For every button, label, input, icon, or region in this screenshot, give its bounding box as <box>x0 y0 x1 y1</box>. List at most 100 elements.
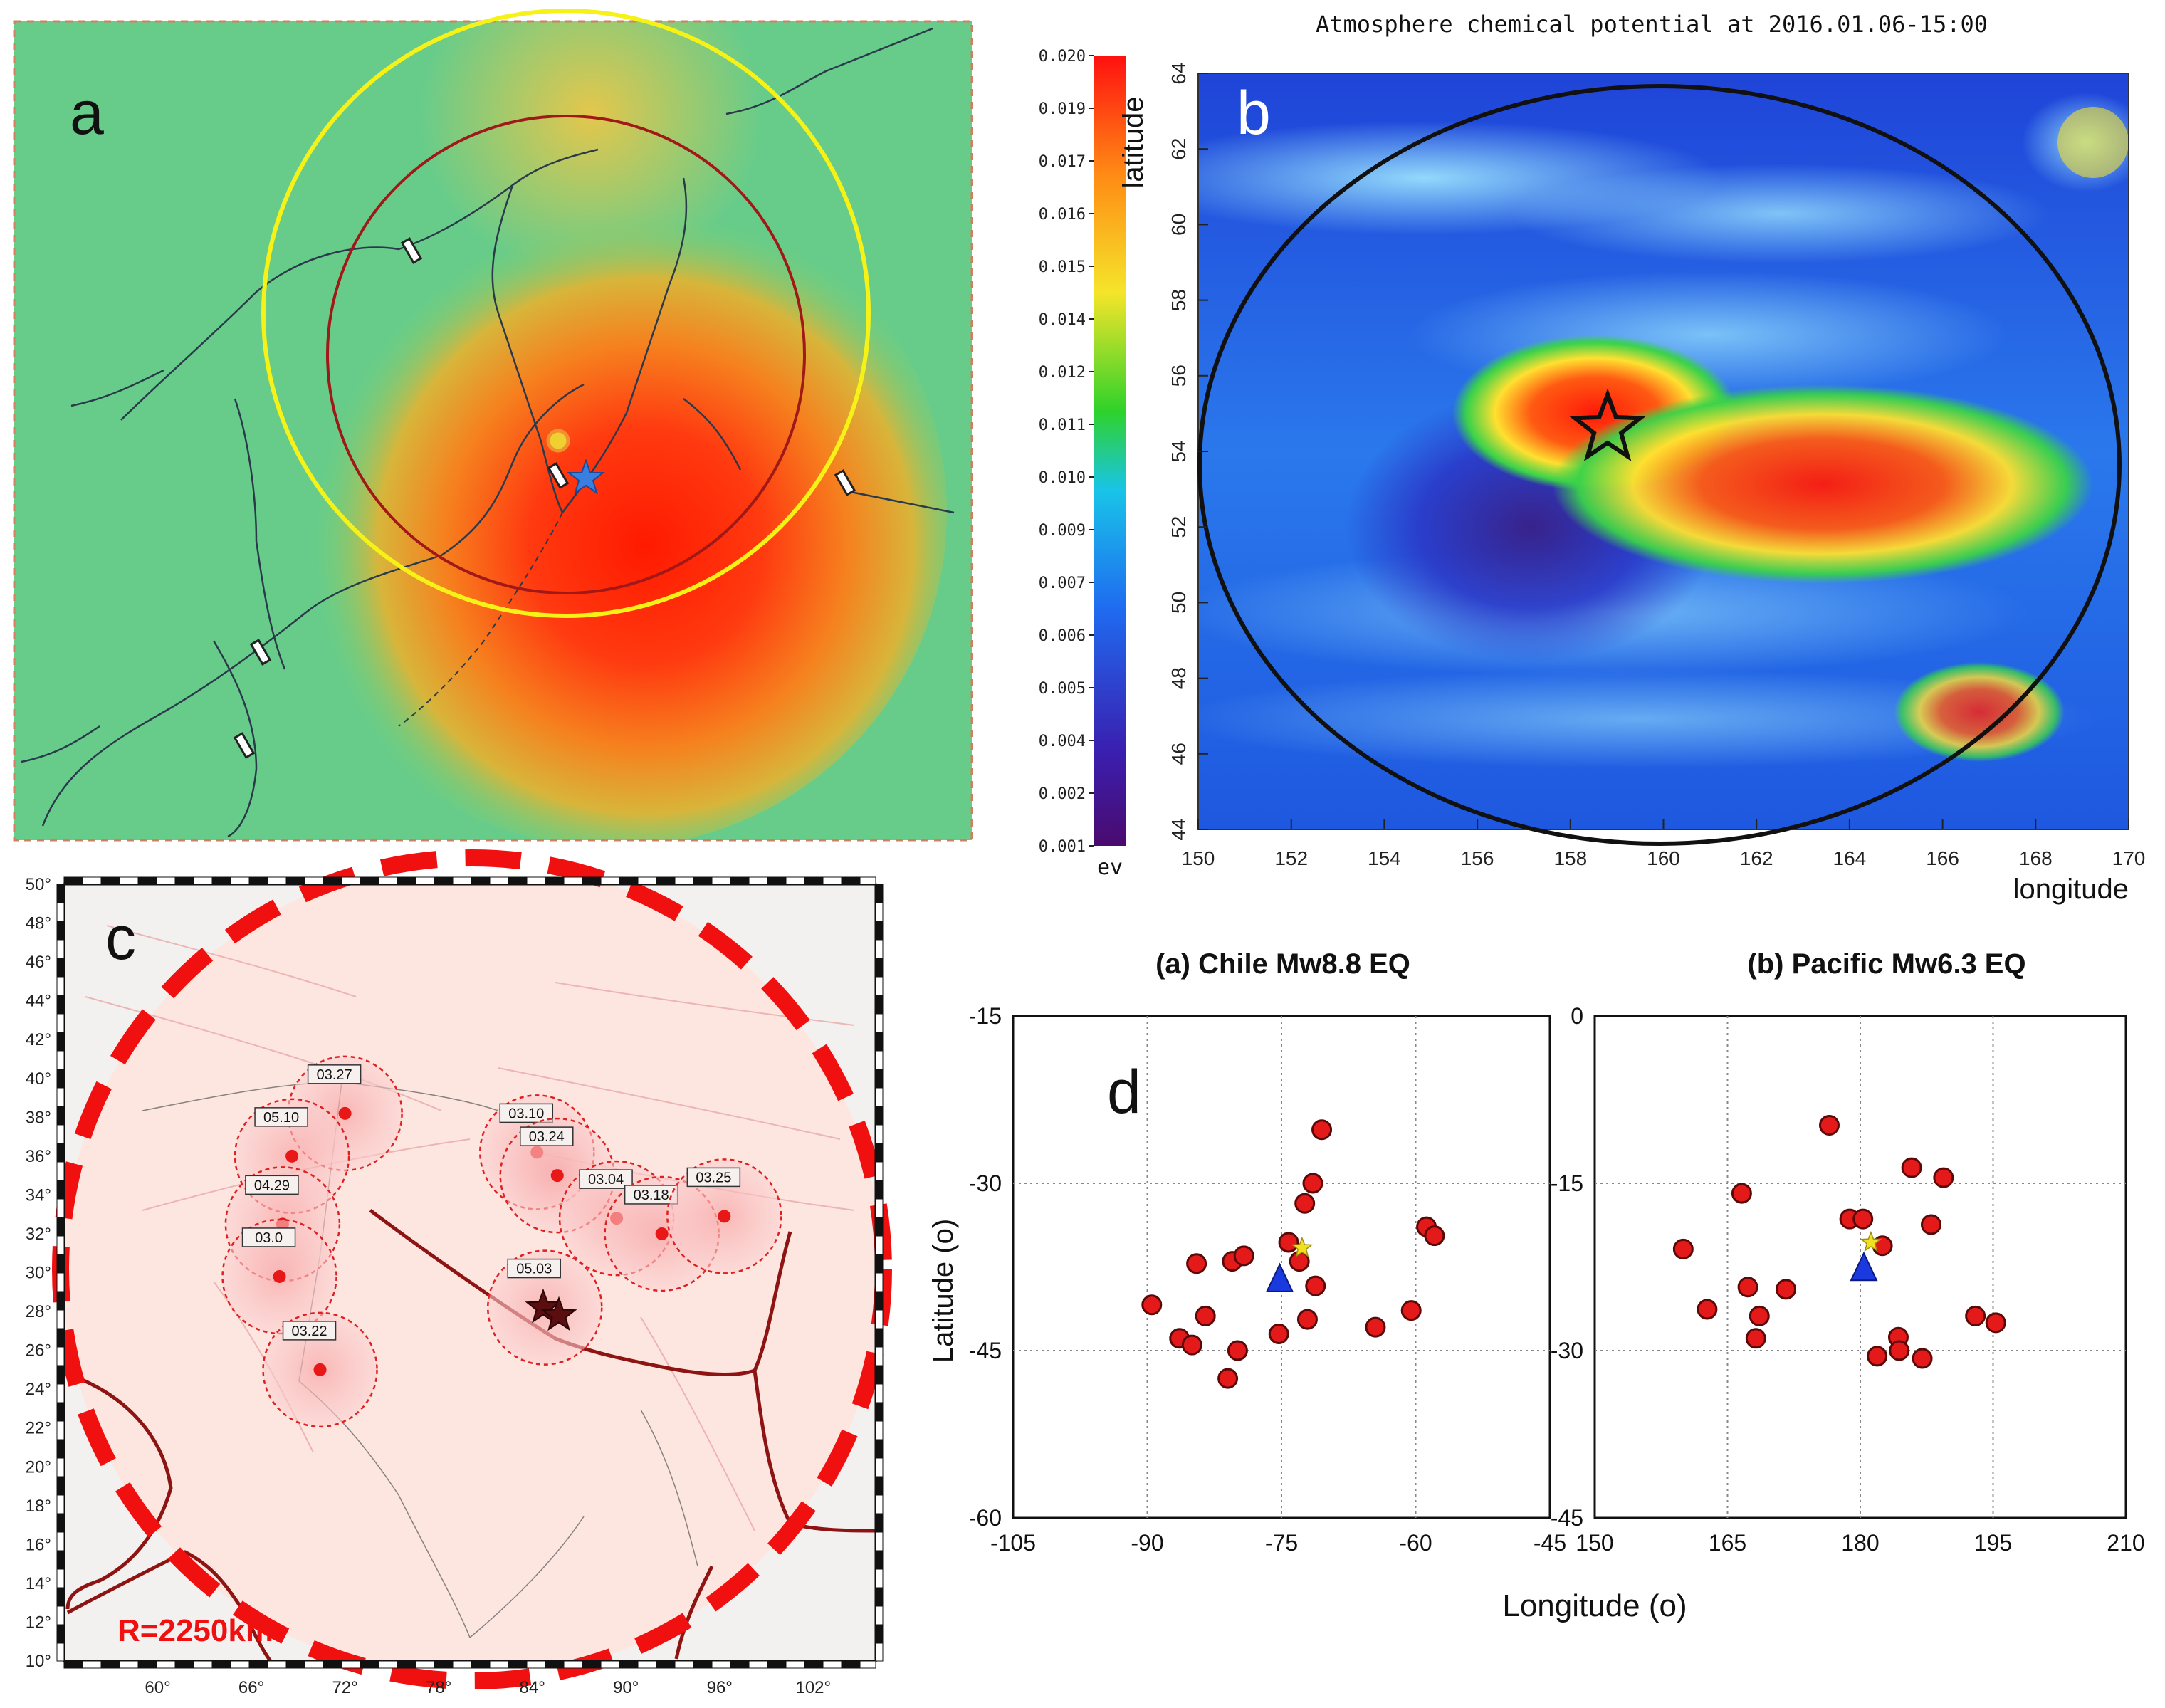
frame-band <box>875 1050 884 1070</box>
frame-band <box>785 876 805 885</box>
blue-star-epicenter-icon <box>567 458 605 495</box>
frame-band <box>56 1513 65 1533</box>
frame-band <box>875 1476 884 1496</box>
panel-b-title: Atmosphere chemical potential at 2016.01… <box>1316 11 1988 38</box>
frame-band <box>56 1642 65 1662</box>
frame-band <box>56 1476 65 1496</box>
frame-band <box>56 1124 65 1144</box>
frame-band <box>56 1439 65 1459</box>
frame-band <box>875 902 884 922</box>
frame-band <box>859 876 876 885</box>
y-tick-label: 46 <box>1168 743 1190 765</box>
panel-a-coastlines <box>21 27 955 838</box>
frame-band <box>434 1660 454 1669</box>
panel-c-anomaly-circles: 03.27 05.10 04.29 03.0 03.22 03.10 03.24 03.04 0… <box>221 1055 782 1428</box>
panel-d-right-title: (b) Pacific Mw6.3 EQ <box>1747 948 2025 980</box>
frame-band <box>100 876 120 885</box>
data-point <box>1186 1253 1207 1274</box>
frame-band <box>875 1272 884 1292</box>
frame-band <box>656 876 676 885</box>
panel-a-stations <box>233 237 856 759</box>
colorbar-tick-label: 0.001 <box>1039 838 1086 856</box>
frame-band <box>56 1402 65 1422</box>
frame-band <box>56 1217 65 1237</box>
frame-band <box>730 876 750 885</box>
frame-band <box>619 1660 639 1669</box>
y-tick-label: 34° <box>26 1185 51 1205</box>
x-tick-label: 158 <box>1553 847 1587 869</box>
data-point <box>1195 1305 1216 1326</box>
x-tick-label: 162 <box>1740 847 1773 869</box>
panel-c: 03.27 05.10 04.29 03.0 03.22 03.10 03.24 03.04 0… <box>26 849 892 1697</box>
frame-band <box>56 1087 65 1107</box>
frame-band <box>211 1660 231 1669</box>
frame-band <box>323 1660 342 1669</box>
frame-band <box>56 1013 65 1033</box>
frame-band <box>360 1660 379 1669</box>
frame-band <box>767 1660 787 1669</box>
frame-band <box>875 1439 884 1459</box>
anomaly-label: 03.10 <box>508 1106 544 1121</box>
frame-band <box>875 1513 884 1533</box>
frame-band <box>875 1383 884 1403</box>
panel-b-circle <box>1197 84 2122 846</box>
frame-band <box>119 876 139 885</box>
anomaly-label-box <box>254 1107 308 1127</box>
x-tick-label: -60 <box>1399 1530 1432 1556</box>
frame-band <box>415 876 435 885</box>
colorbar-tick-label: 0.005 <box>1039 680 1086 698</box>
frame-band <box>193 1660 213 1669</box>
panel-a-yellow-circle <box>261 9 871 618</box>
frame-band <box>63 876 83 885</box>
station-icon <box>400 237 423 264</box>
data-point <box>1278 1232 1299 1253</box>
frame-band <box>637 1660 657 1669</box>
panel-c-radius-label: R=2250km <box>117 1613 273 1648</box>
y-tick-label: 12° <box>26 1613 51 1632</box>
panel-a-label: a <box>70 79 104 147</box>
panel-b-xlabel: longitude <box>2013 874 2129 905</box>
frame-band <box>323 876 342 885</box>
anomaly-label: 03.18 <box>634 1188 669 1203</box>
frame-band <box>56 1291 65 1311</box>
frame-band <box>875 939 884 959</box>
frame-band <box>56 1069 65 1089</box>
anomaly-label: 03.25 <box>696 1170 731 1185</box>
colorbar-tick-label: 0.006 <box>1039 627 1086 645</box>
frame-band <box>137 876 157 885</box>
y-tick-label: 18° <box>26 1497 51 1516</box>
colorbar-tick-label: 0.007 <box>1039 575 1086 592</box>
x-tick-label: 160 <box>1647 847 1680 869</box>
station-icon <box>233 732 256 759</box>
anomaly-label: 03.0 <box>255 1230 283 1246</box>
anomaly-label-box <box>520 1126 574 1146</box>
epicenter-star-icon <box>1860 1230 1882 1252</box>
y-tick-label: -15 <box>1551 1170 1583 1196</box>
x-tick-label: 60° <box>145 1678 170 1697</box>
frame-band <box>748 876 768 885</box>
x-tick-label: 102° <box>795 1678 831 1697</box>
y-tick-label: -45 <box>1551 1505 1583 1531</box>
frame-band <box>285 876 305 885</box>
frame-band <box>875 1198 884 1218</box>
frame-band <box>875 1328 884 1348</box>
frame-band <box>875 1143 884 1163</box>
frame-band <box>674 1660 694 1669</box>
frame-band <box>637 876 657 885</box>
anomaly-dot <box>285 1149 299 1163</box>
data-point <box>1749 1305 1770 1326</box>
colorbar-tick-label: 0.004 <box>1039 733 1086 750</box>
panel-d-ylabel: Latitude (o) <box>928 1219 959 1363</box>
x-tick-label: 150 <box>1576 1530 1613 1556</box>
frame-band <box>875 1346 884 1366</box>
station-triangle-icon <box>1850 1251 1878 1282</box>
anomaly-label-box <box>579 1169 633 1189</box>
y-tick-label: 0 <box>1571 1003 1583 1029</box>
x-tick-label: 195 <box>1974 1530 2012 1556</box>
frame-band <box>100 1660 120 1669</box>
frame-band <box>304 876 324 885</box>
frame-band <box>875 1309 884 1329</box>
y-tick-label: 60 <box>1168 214 1190 236</box>
panel-b-colorbar <box>1094 56 1126 846</box>
frame-band <box>56 976 65 996</box>
